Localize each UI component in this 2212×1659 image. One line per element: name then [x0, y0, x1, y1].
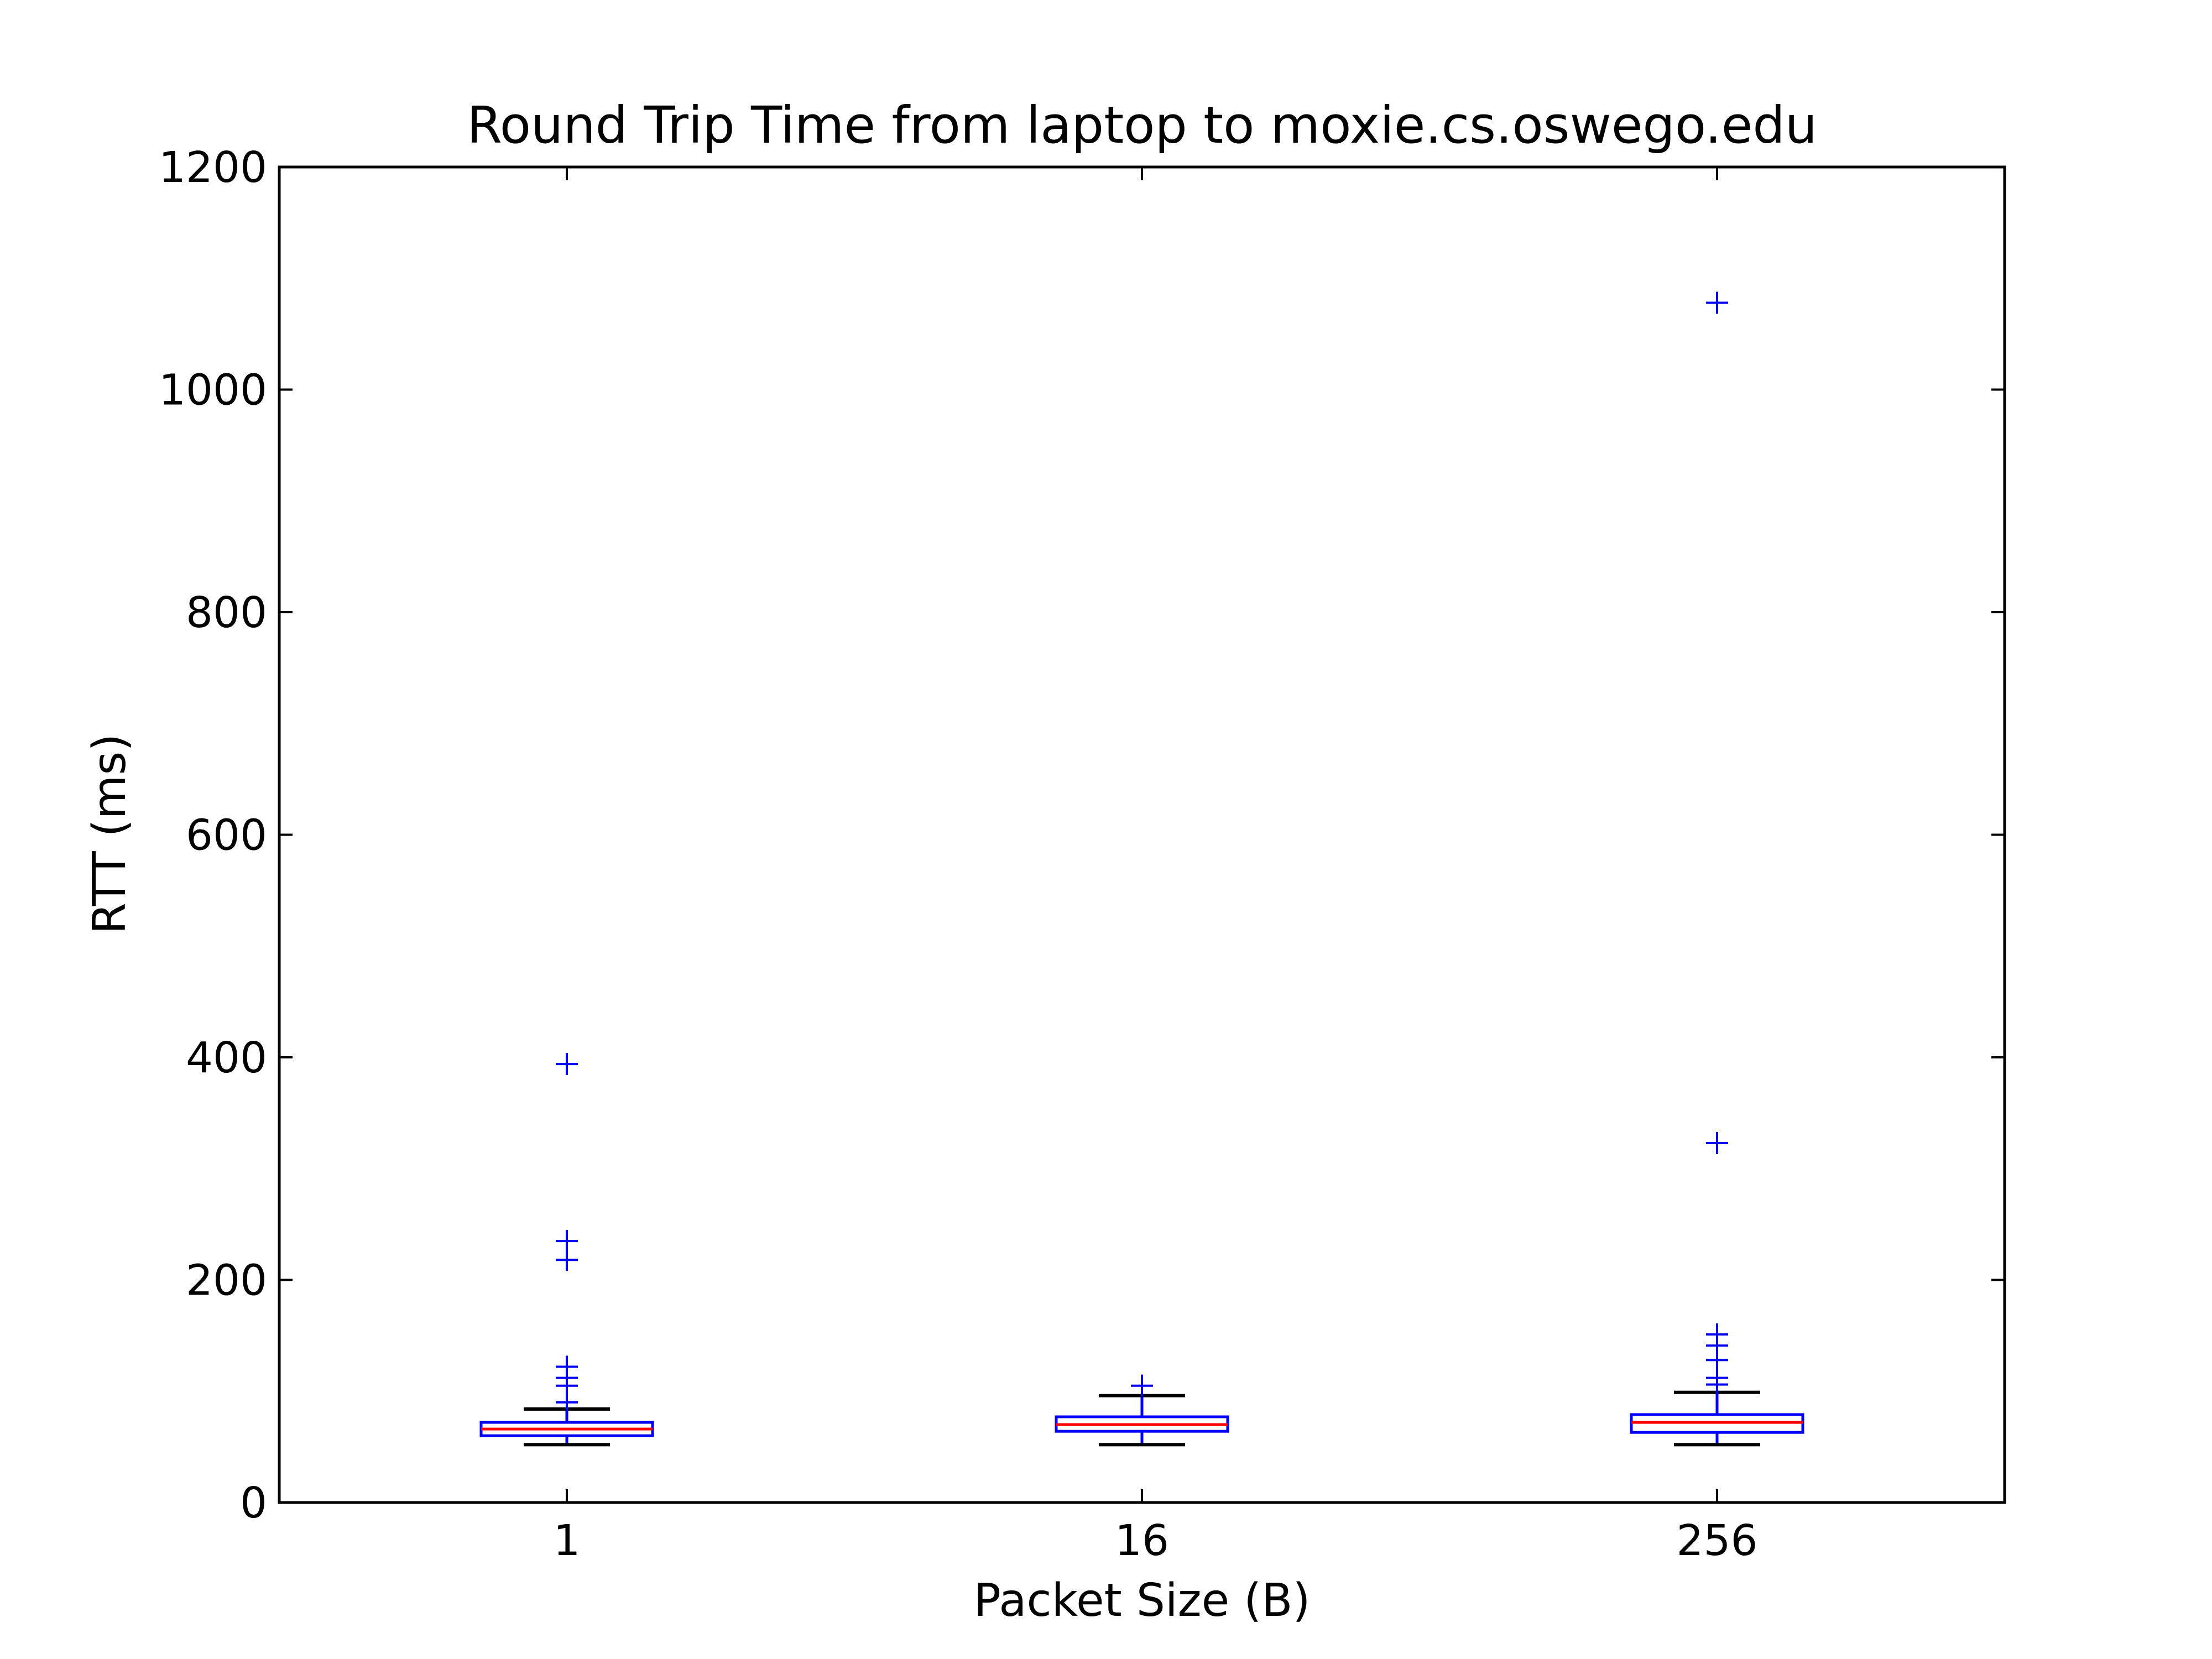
y-tick-label: 800 — [186, 588, 267, 638]
y-tick-label: 1000 — [159, 366, 267, 415]
chart-title: Round Trip Time from laptop to moxie.cs.… — [467, 96, 1817, 155]
y-tick-label: 0 — [240, 1479, 267, 1528]
x-tick-label: 16 — [1115, 1516, 1169, 1566]
y-tick-label: 200 — [186, 1256, 267, 1306]
y-tick-label: 600 — [186, 811, 267, 860]
y-tick-label: 1200 — [159, 143, 267, 192]
y-tick-label: 400 — [186, 1034, 267, 1083]
y-axis-label: RTT (ms) — [84, 734, 136, 934]
x-axis-label: Packet Size (B) — [974, 1574, 1311, 1627]
x-tick-label: 1 — [554, 1516, 581, 1566]
x-tick-label: 256 — [1677, 1516, 1758, 1566]
plot-area: 0 200 400 600 800 1000 1200 1 16 256 — [159, 143, 2006, 1566]
